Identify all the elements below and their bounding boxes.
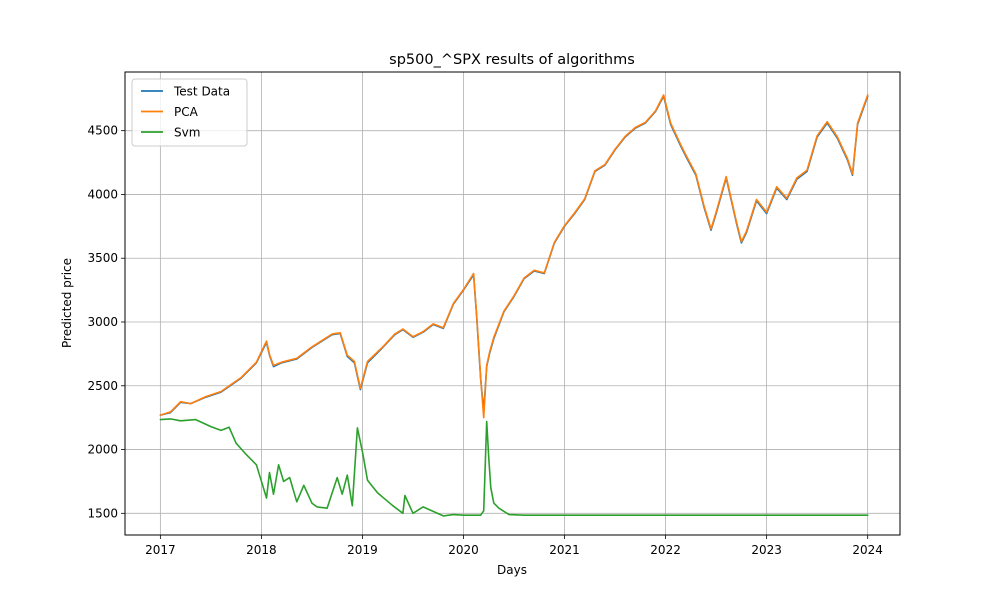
series-layer [159, 94, 869, 517]
grid [125, 72, 900, 535]
x-tick-label: 2022 [650, 543, 681, 557]
y-tick-label: 4500 [87, 124, 118, 138]
y-tick-label: 4000 [87, 187, 118, 201]
x-tick-label: 2023 [751, 543, 782, 557]
legend-label: Svm [174, 126, 200, 140]
ticks: 2017 2018 2019 2020 2021 2022 2023 2024 1500 2000… [87, 124, 882, 557]
y-axis-label: Predicted price [60, 258, 74, 348]
y-tick-label: 1500 [87, 506, 118, 520]
y-tick-label: 2000 [87, 443, 118, 457]
x-tick-label: 2017 [145, 543, 176, 557]
series-line-pca [159, 94, 869, 419]
x-axis-label: Days [497, 563, 527, 577]
x-tick-label: 2020 [448, 543, 479, 557]
legend: Test Data PCA Svm [131, 78, 248, 147]
chart-title: sp500_^SPX results of algorithms [389, 52, 635, 68]
legend-label: PCA [174, 105, 199, 119]
y-tick-label: 2500 [87, 379, 118, 393]
plot-frame [124, 71, 901, 536]
x-tick-label: 2018 [246, 543, 277, 557]
legend-label: Test Data [173, 85, 230, 99]
x-tick-label: 2021 [549, 543, 580, 557]
x-tick-label: 2019 [347, 543, 378, 557]
legend-box [131, 78, 248, 147]
x-tick-label: 2024 [852, 543, 883, 557]
series-line-svm [159, 418, 869, 517]
y-tick-label: 3500 [87, 251, 118, 265]
y-tick-label: 3000 [87, 315, 118, 329]
